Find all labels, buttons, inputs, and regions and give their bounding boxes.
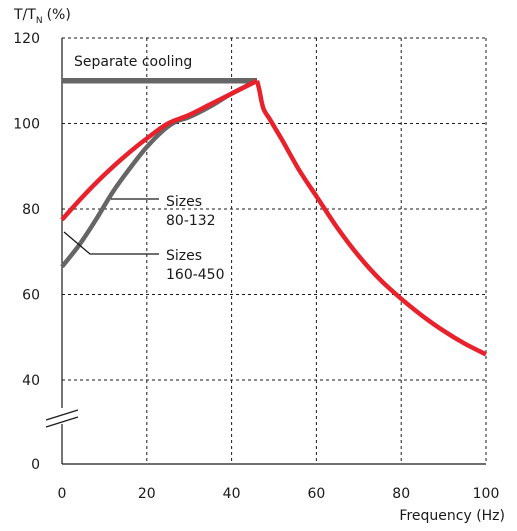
series-line-1 [60, 78, 488, 357]
grid-lines [62, 37, 487, 464]
y-tick-label-80: 80 [22, 202, 40, 218]
x-tick-label-80: 80 [392, 486, 410, 502]
y-axis-label: T/T [13, 7, 36, 23]
series-line-2 [60, 78, 259, 269]
y-tick-label-60: 60 [22, 288, 40, 304]
x-tick-label-60: 60 [307, 486, 325, 502]
x-axis-title: Frequency (Hz) [399, 508, 505, 524]
y-tick-label-120: 120 [13, 31, 40, 47]
axis-break-mark-upper [45, 409, 79, 421]
axis-break-mark-lower [45, 416, 79, 428]
series-lines [60, 78, 488, 357]
leader-sizes-160-450 [63, 231, 159, 255]
x-tick-label-20: 20 [138, 486, 156, 502]
axes [45, 38, 486, 465]
x-tick-label-100: 100 [473, 486, 500, 502]
annotation-sizes-160-450-line-1: Sizes [166, 248, 202, 264]
y-tick-label-100: 100 [13, 117, 40, 133]
y-tick-label-40: 40 [22, 373, 40, 389]
annotation-sizes-80-132: Sizes 80-132 [166, 194, 216, 229]
x-tick-label-40: 40 [223, 486, 241, 502]
tick-labels: 0 40 60 80 100 120 0 20 40 60 80 100 [13, 31, 499, 502]
y-axis-label-subscript: N [36, 16, 43, 26]
annotation-sizes-80-132-line-2: 80-132 [166, 213, 216, 229]
annotation-separate-cooling: Separate cooling [74, 54, 192, 70]
annotation-sizes-160-450: Sizes 160-450 [166, 248, 225, 283]
annotation-sizes-80-132-line-1: Sizes [166, 194, 202, 210]
x-tick-label-0: 0 [58, 486, 67, 502]
y-tick-label-0: 0 [31, 457, 40, 473]
annotation-sizes-160-450-line-2: 160-450 [166, 267, 225, 283]
y-axis-title: T/TN (%) [13, 7, 71, 26]
annotation-leaders [63, 198, 159, 255]
y-axis-unit: (%) [47, 7, 71, 23]
